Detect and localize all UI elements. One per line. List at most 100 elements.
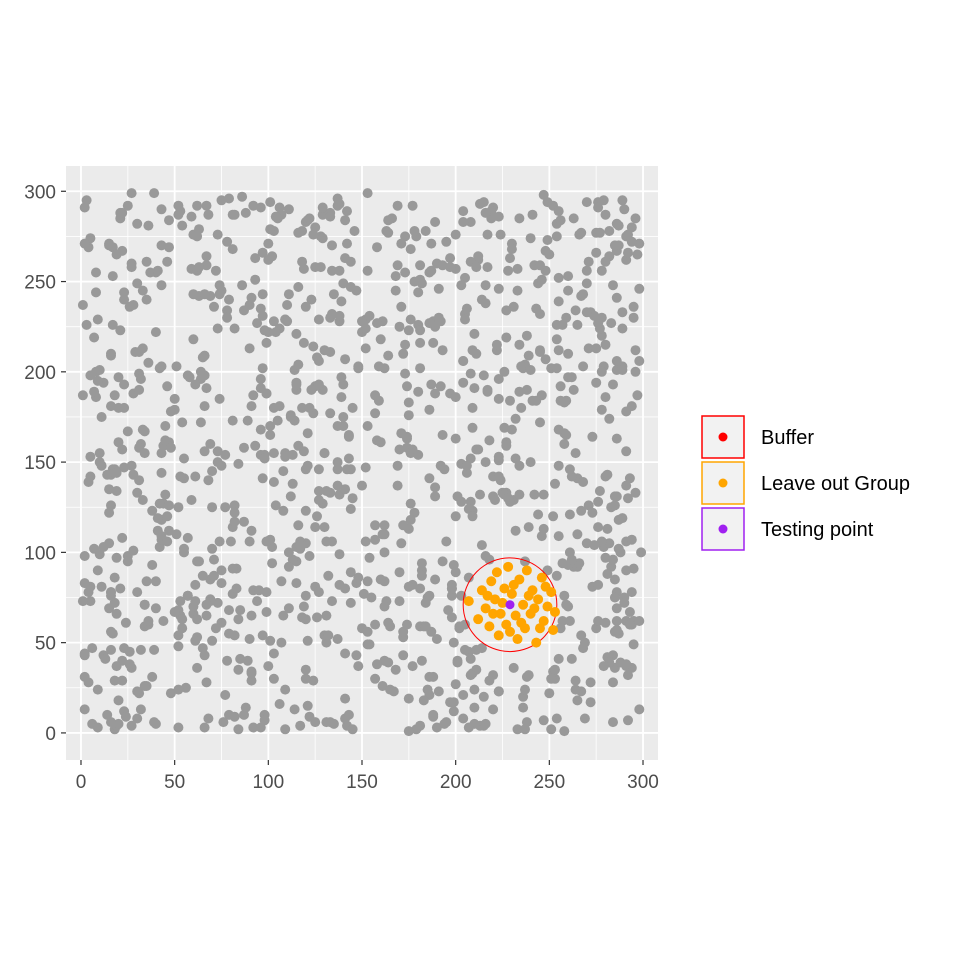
background-point xyxy=(630,487,641,498)
background-point xyxy=(229,711,240,722)
background-point xyxy=(621,480,632,491)
background-point xyxy=(298,337,309,348)
background-point xyxy=(150,576,161,587)
background-point xyxy=(553,531,564,542)
background-point xyxy=(362,265,373,276)
background-point xyxy=(214,393,225,404)
background-point xyxy=(377,681,388,691)
background-point xyxy=(370,534,381,545)
background-point xyxy=(177,614,188,625)
background-point xyxy=(308,341,319,352)
background-point xyxy=(550,478,560,489)
background-point xyxy=(405,498,416,509)
background-point xyxy=(139,681,150,691)
background-point xyxy=(169,393,180,404)
background-point xyxy=(370,619,381,630)
leave-out-point xyxy=(499,583,510,594)
x-tick-label: 50 xyxy=(164,772,185,793)
background-point xyxy=(190,635,201,646)
background-point xyxy=(207,635,218,646)
background-point xyxy=(379,601,390,612)
background-point xyxy=(407,200,418,211)
background-point xyxy=(416,655,427,666)
background-point xyxy=(514,339,525,350)
background-point xyxy=(257,630,268,641)
background-point xyxy=(357,480,367,491)
background-point xyxy=(609,500,620,511)
background-point xyxy=(340,693,351,704)
background-point xyxy=(564,509,575,520)
background-point xyxy=(209,554,219,565)
background-point xyxy=(91,287,101,298)
background-point xyxy=(317,202,328,213)
background-point xyxy=(179,547,189,558)
background-point xyxy=(452,655,463,666)
background-point xyxy=(229,516,240,527)
background-point xyxy=(628,312,639,323)
background-point xyxy=(246,525,257,536)
background-point xyxy=(141,256,152,267)
background-point xyxy=(212,446,223,457)
background-point xyxy=(555,623,566,634)
background-point xyxy=(349,226,360,236)
background-point xyxy=(81,319,92,330)
background-point xyxy=(510,413,521,424)
background-point xyxy=(233,724,244,735)
background-point xyxy=(328,718,339,729)
background-point xyxy=(334,549,345,560)
leave-out-points xyxy=(463,561,560,648)
background-point xyxy=(111,467,122,478)
background-point xyxy=(139,599,150,610)
background-point xyxy=(92,375,103,386)
background-point xyxy=(197,643,208,654)
x-tick-label: 150 xyxy=(346,772,378,793)
background-point xyxy=(291,377,302,388)
background-point xyxy=(156,204,167,215)
background-point xyxy=(244,536,255,547)
background-point xyxy=(561,430,572,440)
background-point xyxy=(135,644,146,655)
background-point xyxy=(135,704,146,715)
background-point xyxy=(119,379,130,390)
background-point xyxy=(570,448,581,459)
background-point xyxy=(503,493,514,504)
background-point xyxy=(550,664,560,675)
background-point xyxy=(182,370,193,381)
background-point xyxy=(490,495,500,505)
background-point xyxy=(313,495,324,505)
background-point xyxy=(578,477,589,487)
background-point xyxy=(600,256,611,267)
background-point xyxy=(495,229,506,240)
background-point xyxy=(209,301,219,312)
leave-out-point xyxy=(542,601,553,612)
background-point xyxy=(128,545,139,556)
background-point xyxy=(268,316,279,327)
background-point xyxy=(340,583,351,594)
background-point xyxy=(85,370,96,381)
background-point xyxy=(261,587,272,598)
background-point xyxy=(402,381,412,392)
background-point xyxy=(488,704,499,715)
background-point xyxy=(272,213,283,224)
background-point xyxy=(493,374,504,384)
background-point xyxy=(360,343,371,354)
background-point xyxy=(345,256,356,267)
background-point xyxy=(531,303,542,314)
background-point xyxy=(608,280,618,291)
background-point xyxy=(143,357,154,368)
background-point xyxy=(561,312,572,323)
background-point xyxy=(188,334,199,345)
background-point xyxy=(199,722,210,733)
background-point xyxy=(465,670,476,681)
background-point xyxy=(555,215,566,226)
background-point xyxy=(227,415,238,426)
background-point xyxy=(405,244,416,255)
y-tick-label: 150 xyxy=(24,453,56,474)
background-point xyxy=(233,614,244,625)
background-point xyxy=(551,363,562,374)
background-point xyxy=(428,709,439,720)
background-point xyxy=(563,271,574,282)
background-point xyxy=(246,401,257,412)
background-point xyxy=(313,587,324,598)
background-point xyxy=(173,641,184,652)
